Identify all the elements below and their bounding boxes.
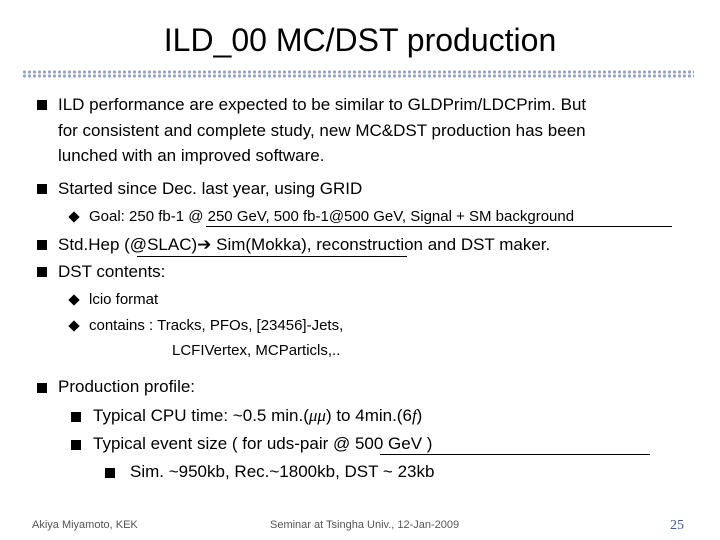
title-dotted-rule (22, 70, 694, 78)
bullet-text: for consistent and complete study, new M… (58, 121, 586, 140)
square-bullet-icon (105, 468, 115, 478)
sub-sub-bullet-text: Sim. ~950kb, Rec.~1800kb, DST ~ 23kb (130, 462, 435, 481)
sub-bullet-text: Goal: 250 fb-1 @ 250 GeV, 500 fb-1@500 G… (89, 208, 575, 225)
square-bullet-icon (71, 440, 81, 450)
text-part: ) to 4min.(6 (325, 406, 412, 425)
sub-bullet-text: lcio format (89, 291, 159, 308)
page-number: 25 (670, 518, 684, 533)
bullet-text: Started since Dec. last year, using GRID (58, 179, 363, 198)
underline-rule (137, 256, 407, 257)
square-bullet-icon (37, 100, 47, 110)
square-bullet-icon (37, 267, 47, 277)
footer-author: Akiya Miyamoto, KEK (32, 519, 138, 531)
footer-event: Seminar at Tsingha Univ., 12-Jan-2009 (270, 519, 460, 531)
bullet-text: DST contents: (58, 262, 166, 281)
bullet-text: Production profile: (58, 377, 196, 396)
right-arrow-icon: ➔ (197, 235, 212, 254)
underline-rule (206, 226, 672, 227)
bullet-text: ILD performance are expected to be simil… (58, 95, 587, 114)
diamond-bullet-icon (68, 294, 80, 306)
sub-bullet-text: Typical CPU time: ~0.5 min.(μμ) to 4min.… (93, 405, 422, 427)
square-bullet-icon (37, 383, 47, 393)
text-part: f (411, 406, 417, 425)
bullet-text: Std.Hep (@SLAC)➔ Sim(Mokka), reconstruct… (58, 234, 550, 256)
square-bullet-icon (37, 184, 47, 194)
sub-bullet-text: Typical event size ( for uds-pair @ 500 … (93, 434, 433, 453)
square-bullet-icon (37, 240, 47, 250)
bullet-text-part: Std.Hep (@SLAC) (58, 235, 198, 254)
slide-title: ILD_00 MC/DST production (163, 22, 557, 58)
diamond-bullet-icon (68, 211, 80, 223)
sub-bullet-text: LCFIVertex, MCParticls,.. (172, 342, 341, 359)
text-part: μμ (308, 406, 326, 425)
sub-bullet-text: contains : Tracks, PFOs, [23456]-Jets, (89, 317, 344, 334)
text-part: ) (416, 406, 423, 425)
text-part: Typical CPU time: ~0.5 min.( (93, 406, 309, 425)
diamond-bullet-icon (68, 320, 80, 332)
square-bullet-icon (71, 412, 81, 422)
bullet-text-part: Sim(Mokka), reconstruction and DST maker… (211, 235, 551, 254)
underline-rule (380, 454, 650, 455)
bullet-text: lunched with an improved software. (58, 146, 325, 165)
